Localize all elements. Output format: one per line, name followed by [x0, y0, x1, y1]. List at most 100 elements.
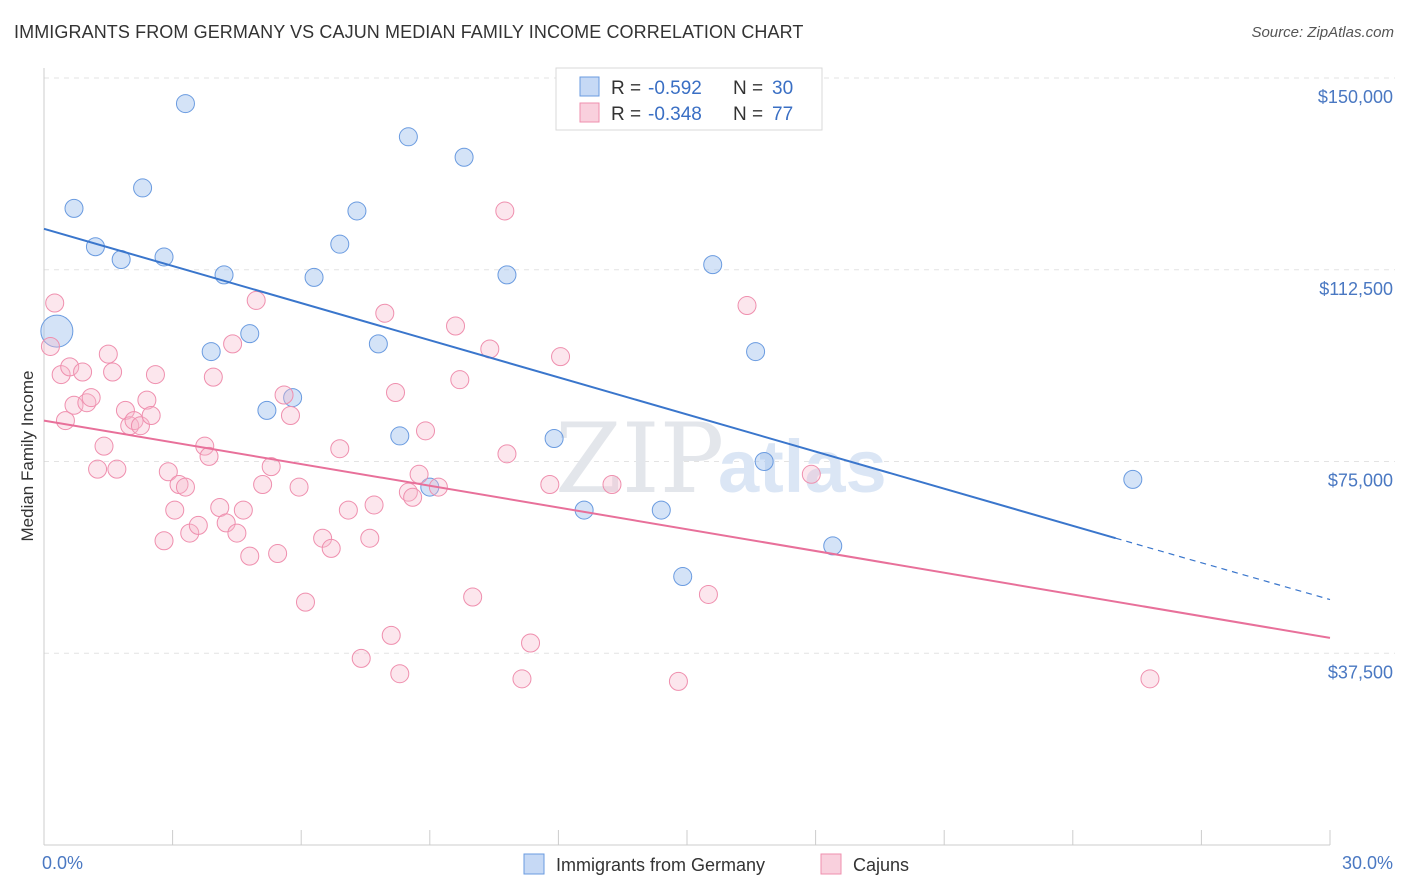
- data-point-germany: [390, 426, 410, 446]
- data-point-cajun: [103, 362, 123, 382]
- data-point-cajun: [602, 475, 622, 495]
- legend-r-value-germany: -0.592: [648, 78, 702, 99]
- data-point-germany: [347, 201, 367, 221]
- data-point-cajun: [175, 477, 195, 497]
- data-point-cajun: [124, 411, 144, 431]
- legend-swatch-germany: [579, 76, 600, 97]
- data-point-cajun: [801, 464, 821, 484]
- correlation-legend: R = -0.592 N = 30 R = -0.348 N = 77: [555, 67, 823, 131]
- data-point-germany: [257, 400, 277, 420]
- data-point-cajun: [268, 544, 288, 564]
- legend-box: [555, 67, 823, 131]
- data-point-germany: [64, 198, 84, 218]
- legend-n-value-cajun: 77: [772, 104, 793, 125]
- data-point-cajun: [450, 370, 470, 390]
- data-point-cajun: [551, 347, 571, 367]
- bottom-legend-swatch-cajun: [820, 853, 842, 875]
- data-point-germany: [304, 267, 324, 287]
- data-point-germany: [651, 500, 671, 520]
- chart-title: IMMIGRANTS FROM GERMANY VS CAJUN MEDIAN …: [14, 22, 804, 42]
- data-point-cajun: [364, 495, 384, 515]
- data-point-germany: [754, 452, 774, 471]
- data-point-cajun: [409, 464, 429, 484]
- trend-line-germany: [43, 227, 1116, 540]
- data-point-cajun: [338, 500, 358, 520]
- data-point-cajun: [94, 436, 114, 456]
- data-point-cajun: [40, 336, 60, 356]
- data-point-cajun: [81, 388, 101, 408]
- data-point-cajun: [375, 303, 395, 323]
- y-tick-labels: $37,500 $75,000 $112,500 $150,000: [1318, 87, 1393, 682]
- data-point-cajun: [188, 515, 208, 535]
- data-point-cajun: [386, 382, 406, 402]
- data-point-cajun: [246, 290, 266, 310]
- y-tick-label: $37,500: [1328, 662, 1393, 682]
- x-ticks: [43, 830, 1331, 845]
- trend-line-germany-extension: [1115, 537, 1331, 601]
- data-point-germany: [330, 234, 350, 254]
- legend-r-value-cajun: -0.348: [648, 104, 702, 125]
- trend-lines: [43, 227, 1331, 639]
- y-tick-label: $112,500: [1319, 279, 1393, 299]
- data-point-cajun: [60, 357, 80, 377]
- data-point-germany: [175, 94, 195, 114]
- data-point-cajun: [360, 528, 380, 548]
- data-point-cajun: [233, 500, 253, 520]
- trend-line-cajun: [43, 419, 1331, 639]
- data-point-cajun: [154, 531, 174, 551]
- data-point-cajun: [1140, 669, 1160, 689]
- y-tick-label: $150,000: [1318, 87, 1393, 107]
- legend-r-label-cajun: R =: [611, 104, 641, 125]
- x-tick-label-max: 30.0%: [1342, 853, 1393, 873]
- data-point-cajun: [223, 334, 243, 354]
- data-point-cajun: [253, 475, 273, 495]
- data-point-germany: [746, 342, 766, 362]
- data-point-cajun: [512, 669, 532, 689]
- data-point-cajun: [463, 587, 483, 607]
- data-point-cajun: [216, 513, 236, 533]
- bottom-legend-label-cajun: Cajuns: [853, 855, 909, 875]
- data-point-cajun: [158, 462, 178, 482]
- bottom-legend-swatch-germany: [523, 853, 545, 875]
- data-point-cajun: [289, 477, 309, 497]
- data-point-germany: [497, 265, 517, 285]
- data-point-cajun: [737, 296, 757, 316]
- data-point-germany: [240, 324, 260, 344]
- data-point-cajun: [130, 416, 150, 436]
- source-label: Source: ZipAtlas.com: [1251, 24, 1394, 41]
- data-point-germany: [544, 428, 564, 448]
- data-point-germany: [1123, 469, 1143, 489]
- legend-n-label-cajun: N =: [733, 104, 763, 125]
- watermark-atlas: atlas: [718, 425, 887, 508]
- watermark-zip: ZIP: [555, 403, 724, 515]
- data-point-germany: [673, 567, 693, 587]
- data-point-germany: [454, 147, 474, 167]
- series-legend: Immigrants from Germany Cajuns: [523, 853, 909, 875]
- y-tick-label: $75,000: [1328, 471, 1393, 491]
- legend-n-label-germany: N =: [733, 78, 763, 99]
- data-point-cajun: [165, 500, 185, 520]
- data-point-cajun: [274, 385, 294, 405]
- data-point-cajun: [540, 475, 560, 495]
- watermark: ZIP atlas: [555, 403, 887, 515]
- grid-lines: [44, 77, 1395, 654]
- data-point-cajun: [295, 592, 315, 612]
- data-point-cajun: [280, 405, 300, 425]
- data-point-cajun: [199, 446, 219, 466]
- legend-n-value-germany: 30: [772, 78, 793, 99]
- data-point-cajun: [521, 633, 541, 653]
- x-tick-label-min: 0.0%: [42, 853, 83, 873]
- data-point-cajun: [497, 444, 517, 464]
- data-point-cajun: [137, 390, 157, 410]
- data-point-germany: [133, 178, 153, 198]
- data-point-germany: [40, 314, 74, 348]
- data-point-cajun: [403, 487, 423, 507]
- data-point-cajun: [668, 671, 688, 691]
- data-point-cajun: [240, 546, 260, 566]
- series-germany-points: [40, 94, 1143, 587]
- data-point-cajun: [330, 439, 350, 459]
- y-axis-title: Median Family Income: [18, 370, 37, 541]
- data-point-cajun: [351, 648, 371, 668]
- data-point-cajun: [141, 405, 161, 425]
